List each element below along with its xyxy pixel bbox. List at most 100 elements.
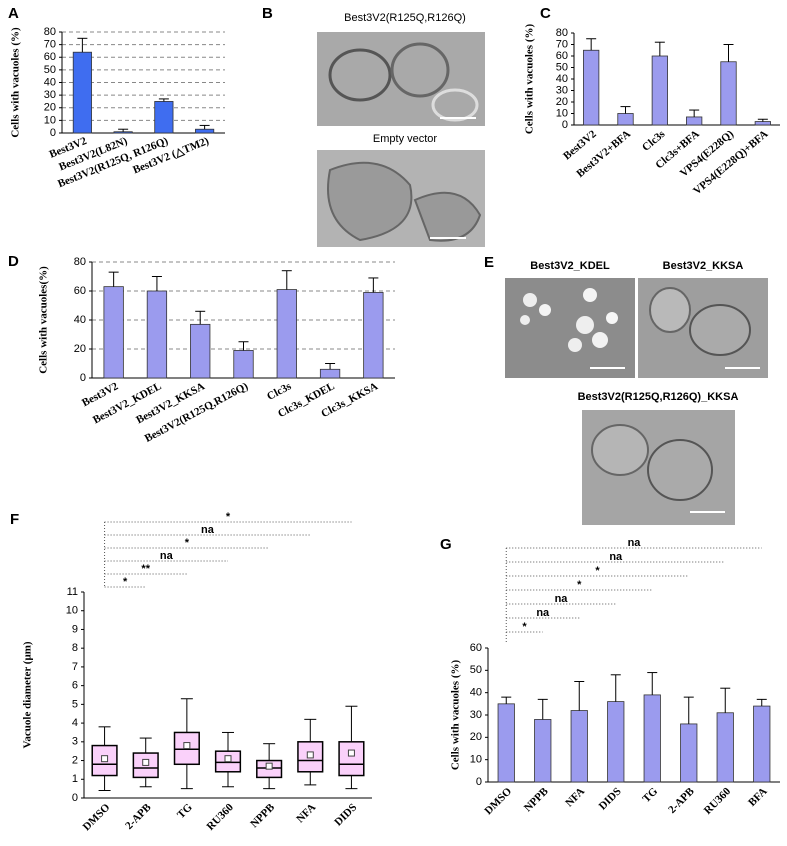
bar: [233, 350, 254, 379]
y-tick-label: 50: [44, 64, 56, 76]
y-axis-label: Cells with vacuoles (%): [450, 660, 462, 771]
significance-label: na: [160, 550, 174, 562]
y-tick-label: 50: [470, 664, 482, 676]
mean-marker: [306, 751, 314, 759]
x-tick-label: Clc3s: [640, 128, 668, 154]
caption: Best3V2_KKSA: [663, 260, 744, 272]
y-tick-label: 9: [72, 623, 78, 635]
y-tick-label: 80: [556, 27, 568, 39]
x-tick-label: TG: [640, 785, 660, 805]
y-tick-label: 40: [74, 314, 86, 326]
x-tick-label: DIDS: [597, 785, 624, 812]
x-tick-label: NPPB: [248, 801, 277, 830]
y-tick-label: 70: [44, 39, 56, 51]
bar: [276, 289, 297, 379]
caption: Best3V2(R125Q,R126Q): [344, 12, 466, 24]
y-tick-label: 8: [72, 642, 78, 654]
mean-marker: [142, 758, 150, 766]
x-tick-label: TG: [175, 801, 195, 821]
y-tick-label: 30: [44, 89, 56, 101]
caption: Best3V2(R125Q,R126Q)_KKSA: [578, 391, 739, 403]
y-tick-label: 40: [556, 73, 568, 85]
significance-label: *: [522, 621, 527, 633]
y-tick-label: 80: [74, 256, 86, 268]
y-tick-label: 10: [556, 107, 568, 119]
bar: [716, 712, 734, 783]
y-axis-label: Cells with vacuoles (%): [10, 27, 22, 138]
y-tick-label: 11: [67, 586, 78, 598]
y-tick-label: 20: [44, 102, 56, 114]
bar: [643, 694, 661, 783]
y-tick-label: 20: [470, 731, 482, 743]
x-tick-label: RU360: [205, 801, 237, 833]
bar: [617, 113, 634, 126]
y-tick-label: 20: [74, 343, 86, 355]
y-tick-label: 60: [74, 285, 86, 297]
y-tick-label: 60: [44, 51, 56, 63]
bar: [570, 710, 588, 783]
x-tick-label: 2-APB: [666, 785, 697, 816]
micrograph: [317, 32, 485, 126]
panel-letter: C: [540, 5, 551, 22]
significance-label: *: [577, 579, 582, 591]
y-tick-label: 6: [72, 680, 78, 692]
mean-marker: [224, 755, 232, 763]
significance-label: na: [536, 607, 550, 619]
mean-marker: [347, 749, 355, 757]
bar: [154, 101, 174, 134]
y-tick-label: 3: [72, 736, 78, 748]
significance-label: *: [226, 511, 231, 523]
bar: [146, 290, 168, 379]
y-tick-label: 50: [556, 61, 568, 73]
x-tick-label: NFA: [294, 801, 318, 825]
bar: [195, 128, 215, 134]
significance-label: *: [595, 565, 600, 577]
y-axis-label: Vacuole diameter (μm): [22, 641, 34, 748]
panel-letter: A: [8, 5, 19, 22]
bar: [319, 368, 341, 379]
significance-label: na: [609, 551, 623, 563]
mean-marker: [101, 755, 109, 763]
y-tick-label: 7: [72, 661, 78, 673]
bar: [753, 705, 771, 783]
x-tick-label: NPPB: [522, 785, 551, 814]
y-tick-label: 40: [470, 687, 482, 699]
y-tick-label: 2: [72, 754, 78, 766]
bar: [190, 323, 211, 379]
micrograph: [638, 278, 768, 378]
y-axis-label: Cells with vacuoles(%): [38, 266, 50, 374]
mean-marker: [265, 762, 273, 770]
bar: [754, 121, 771, 126]
significance-label: *: [123, 576, 128, 588]
y-tick-label: 10: [66, 605, 78, 617]
x-tick-label: DMSO: [482, 785, 514, 817]
bar: [607, 701, 625, 783]
y-tick-label: 0: [50, 127, 56, 139]
significance-label: **: [141, 563, 150, 575]
panel-letter: E: [484, 254, 494, 271]
y-tick-label: 4: [72, 717, 78, 729]
significance-label: na: [628, 537, 642, 549]
panel-letter: D: [8, 253, 19, 270]
y-tick-label: 20: [556, 96, 568, 108]
x-tick-label: 2-APB: [123, 801, 154, 832]
bar: [497, 703, 515, 783]
bar: [103, 286, 124, 379]
mean-marker: [183, 742, 191, 750]
x-tick-label: DMSO: [81, 801, 113, 833]
bar: [686, 116, 703, 126]
box: [338, 741, 365, 777]
bar: [72, 51, 92, 134]
significance-label: na: [201, 524, 215, 536]
bar: [680, 723, 698, 783]
y-tick-label: 60: [470, 642, 482, 654]
panel-letter: G: [440, 536, 452, 553]
caption: Empty vector: [373, 133, 438, 145]
x-tick-label: NFA: [563, 785, 587, 809]
y-tick-label: 60: [556, 50, 568, 62]
caption: Best3V2_KDEL: [530, 260, 610, 272]
bar: [113, 131, 133, 134]
y-tick-label: 10: [470, 754, 482, 766]
y-tick-label: 80: [44, 26, 56, 38]
y-axis-label: Cells with vacuoles (%): [524, 24, 536, 135]
